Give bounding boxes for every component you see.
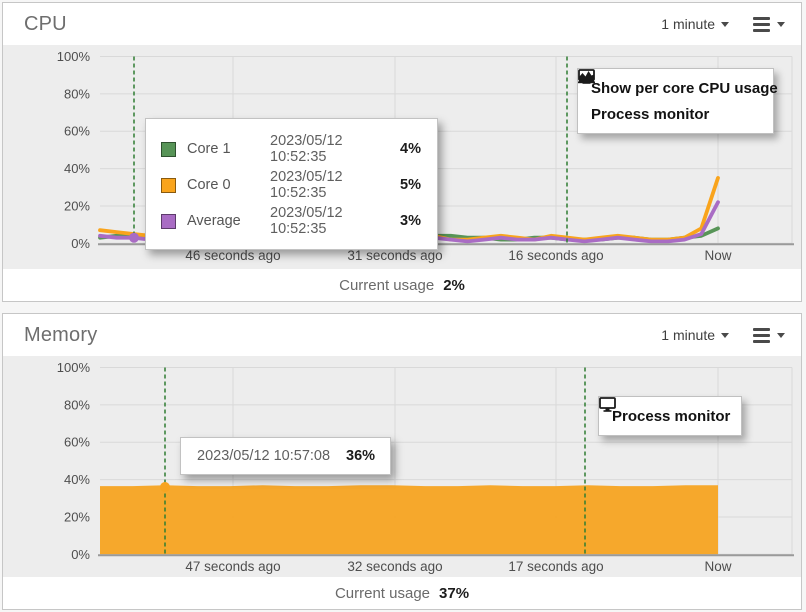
memory-interval-label: 1 minute [661, 327, 715, 343]
svg-text:100%: 100% [57, 360, 91, 375]
monitor-icon [578, 69, 595, 84]
sample-time: 2023/05/12 10:52:35 [270, 169, 343, 201]
svg-text:100%: 100% [57, 49, 91, 64]
cpu-panel: CPU 1 minute 100% 80% 60% 40% 20% 0% 46 second… [2, 2, 802, 302]
svg-text:20%: 20% [64, 509, 90, 524]
caret-down-icon [777, 21, 785, 27]
cpu-context-menu: Show per core CPU usage Process monitor [577, 68, 778, 134]
caret-down-icon [777, 332, 785, 338]
sample-value: 3% [400, 213, 421, 229]
svg-text:60%: 60% [64, 124, 90, 139]
svg-text:80%: 80% [64, 86, 90, 101]
memory-context-menu: Process monitor [598, 396, 742, 436]
menu-item-show-per-core-cpu-usage[interactable]: Show per core CPU usage [578, 71, 778, 101]
caret-down-icon [721, 21, 729, 27]
memory-panel-title: Memory [24, 323, 98, 346]
monitor-icon [599, 397, 616, 412]
cpu-current-usage: Current usage 2% [3, 269, 801, 301]
sample-value: 5% [400, 177, 421, 193]
menu-item-label: Process monitor [612, 407, 731, 425]
sample-value: 36% [346, 448, 376, 464]
svg-text:Now: Now [704, 559, 731, 574]
current-usage-label: Current usage [339, 276, 435, 294]
menu-item-label: Show per core CPU usage [591, 79, 778, 97]
svg-text:20%: 20% [64, 198, 90, 213]
sample-time: 2023/05/12 10:57:08 [197, 448, 331, 464]
series-name: Core 0 [187, 177, 231, 193]
svg-text:80%: 80% [64, 397, 90, 412]
menu-item-label: Process monitor [591, 105, 710, 123]
memory-chart[interactable]: 100% 80% 60% 40% 20% 0% 47 seconds ago 32 secon… [3, 356, 801, 580]
cpu-options-button[interactable] [753, 16, 785, 32]
core0-swatch-icon [161, 177, 176, 193]
svg-text:60%: 60% [64, 435, 90, 450]
sample-time: 2023/05/12 10:52:35 [270, 133, 343, 165]
cpu-interval-dropdown[interactable]: 1 minute [661, 16, 729, 32]
memory-panel-header: Memory 1 minute [3, 314, 801, 356]
memory-options-button[interactable] [753, 327, 785, 343]
svg-text:0%: 0% [71, 547, 90, 562]
memory-interval-dropdown[interactable]: 1 minute [661, 327, 729, 343]
current-usage-label: Current usage [334, 584, 431, 602]
hamburger-icon [753, 16, 770, 32]
sample-value: 4% [400, 141, 421, 157]
cpu-tooltip-row: Average 2023/05/12 10:52:35 3% [161, 203, 421, 239]
sample-time: 2023/05/12 10:52:35 [270, 205, 343, 237]
svg-text:46 seconds ago: 46 seconds ago [185, 248, 280, 263]
cpu-tooltip: Core 1 2023/05/12 10:52:35 4% Core 0 202… [145, 118, 438, 250]
menu-item-process-monitor[interactable]: Process monitor [578, 69, 760, 127]
svg-text:47 seconds ago: 47 seconds ago [185, 559, 280, 574]
svg-text:31 seconds ago: 31 seconds ago [347, 248, 442, 263]
core1-swatch-icon [161, 141, 176, 157]
cpu-interval-label: 1 minute [661, 16, 715, 32]
svg-text:40%: 40% [64, 472, 90, 487]
current-usage-value: 2% [443, 276, 465, 294]
cpu-tooltip-row: Core 1 2023/05/12 10:52:35 4% [161, 131, 421, 167]
cpu-chart[interactable]: 100% 80% 60% 40% 20% 0% 46 seconds ago 31 secon… [3, 45, 801, 269]
memory-panel: Memory 1 minute 100% 80% 60% 40% 20% 0% 47 sec… [2, 313, 802, 610]
memory-chart-plot[interactable]: 100% 80% 60% 40% 20% 0% 47 seconds ago 32 secon… [3, 356, 801, 580]
hamburger-icon [753, 327, 770, 343]
svg-text:17 seconds ago: 17 seconds ago [508, 559, 603, 574]
svg-text:32 seconds ago: 32 seconds ago [347, 559, 442, 574]
current-usage-value: 37% [439, 584, 470, 602]
cpu-tooltip-row: Core 0 2023/05/12 10:52:35 5% [161, 167, 421, 203]
memory-current-usage: Current usage 37% [3, 577, 801, 609]
caret-down-icon [721, 332, 729, 338]
svg-text:0%: 0% [71, 236, 90, 251]
average-swatch-icon [161, 213, 176, 229]
cpu-panel-header: CPU 1 minute [3, 3, 801, 45]
menu-item-process-monitor[interactable]: Process monitor [599, 397, 731, 429]
svg-text:16 seconds ago: 16 seconds ago [508, 248, 603, 263]
series-name: Average [187, 213, 241, 229]
svg-text:Now: Now [704, 248, 731, 263]
memory-tooltip: 2023/05/12 10:57:08 36% [180, 437, 391, 475]
svg-text:40%: 40% [64, 161, 90, 176]
cpu-panel-title: CPU [24, 12, 67, 35]
series-name: Core 1 [187, 141, 231, 157]
